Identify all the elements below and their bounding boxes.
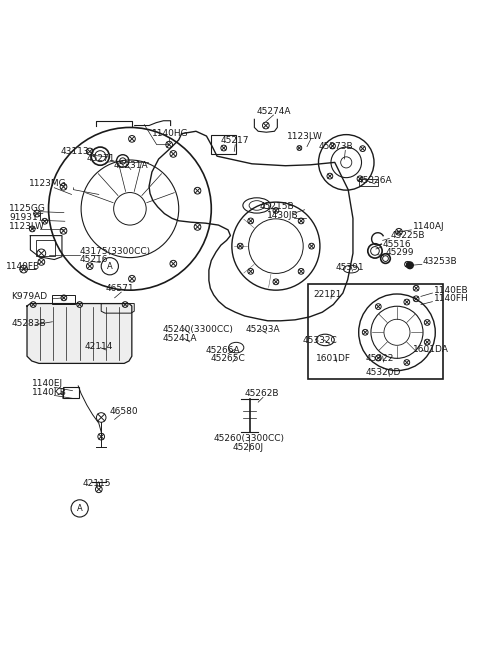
Text: 45265C: 45265C — [211, 354, 245, 363]
Text: 45391: 45391 — [336, 263, 364, 272]
Text: 45320D: 45320D — [366, 369, 401, 377]
Bar — [308, 284, 443, 379]
Text: 45240(3300CC): 45240(3300CC) — [162, 326, 233, 335]
Text: 45283B: 45283B — [11, 319, 46, 328]
Bar — [359, 179, 378, 186]
Text: 1125GG: 1125GG — [9, 204, 46, 214]
Text: 45217: 45217 — [221, 136, 250, 145]
Text: 1601DA: 1601DA — [412, 345, 448, 354]
Text: 1140KB: 1140KB — [32, 388, 67, 397]
Text: 45266A: 45266A — [206, 346, 240, 355]
Text: 45332C: 45332C — [303, 337, 338, 345]
Text: 91931T: 91931T — [9, 213, 43, 222]
Text: 45322: 45322 — [366, 354, 394, 363]
Text: 1123LW: 1123LW — [287, 132, 323, 141]
Text: 1140AJ: 1140AJ — [413, 223, 445, 231]
Text: 1140FB: 1140FB — [5, 262, 40, 271]
Text: 45262B: 45262B — [244, 389, 279, 398]
Text: 45225B: 45225B — [391, 231, 425, 240]
Text: 46580: 46580 — [110, 407, 139, 416]
Bar — [211, 135, 236, 154]
Text: 43113: 43113 — [60, 147, 89, 156]
Text: 45231A: 45231A — [114, 161, 148, 170]
Text: 1140FH: 1140FH — [434, 294, 468, 303]
Bar — [52, 295, 75, 303]
Text: 45260(3300CC): 45260(3300CC) — [213, 434, 284, 443]
Text: K979AD: K979AD — [11, 292, 48, 301]
Text: 45215B: 45215B — [260, 202, 295, 212]
Text: 45271: 45271 — [87, 154, 116, 163]
Text: 1140EJ: 1140EJ — [32, 379, 63, 388]
Text: 1140EB: 1140EB — [434, 286, 468, 295]
Text: 42115: 42115 — [82, 479, 111, 487]
Text: 45216: 45216 — [80, 255, 108, 264]
Text: 45274A: 45274A — [256, 107, 291, 116]
Text: 45516: 45516 — [383, 240, 411, 249]
Text: 45260J: 45260J — [233, 443, 264, 452]
Text: 1601DF: 1601DF — [316, 354, 351, 363]
Text: 43175(3300CC): 43175(3300CC) — [80, 248, 151, 256]
Text: 1430JB: 1430JB — [267, 210, 299, 219]
Bar — [63, 387, 79, 398]
Polygon shape — [27, 303, 132, 364]
Text: 1123LW: 1123LW — [9, 221, 45, 231]
Text: A: A — [107, 262, 113, 271]
Text: 43253B: 43253B — [423, 257, 457, 266]
Text: 46571: 46571 — [105, 284, 134, 293]
Text: 45293A: 45293A — [246, 326, 280, 335]
Text: 1123MG: 1123MG — [29, 179, 66, 189]
Circle shape — [407, 262, 413, 269]
Text: 45273B: 45273B — [318, 142, 353, 151]
Text: 22121: 22121 — [313, 290, 341, 299]
Text: 45241A: 45241A — [162, 333, 197, 343]
Text: 42114: 42114 — [84, 342, 113, 351]
Text: A: A — [77, 504, 83, 513]
Text: 45299: 45299 — [386, 248, 414, 257]
Bar — [36, 240, 55, 255]
Text: 1140HG: 1140HG — [152, 129, 189, 138]
Text: 45326A: 45326A — [358, 176, 392, 185]
